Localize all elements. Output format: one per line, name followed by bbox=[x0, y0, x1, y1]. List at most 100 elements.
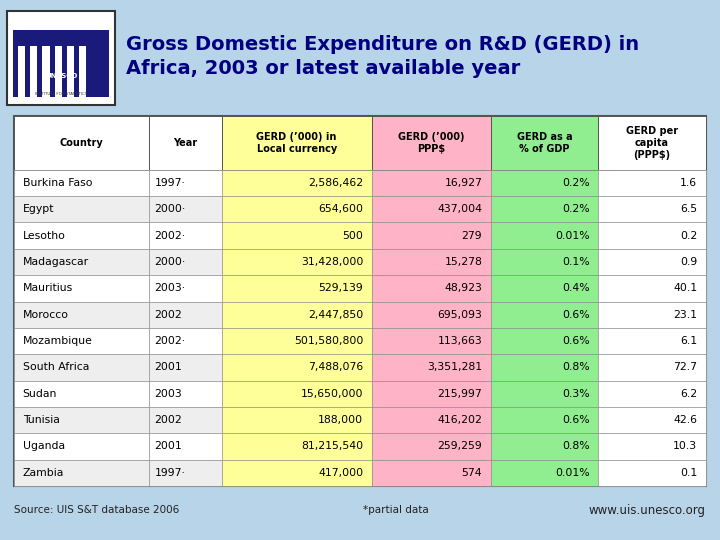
Text: 695,093: 695,093 bbox=[437, 310, 482, 320]
Text: 0.2%: 0.2% bbox=[562, 204, 590, 214]
Bar bbox=[14, 222, 149, 249]
Bar bbox=[222, 196, 372, 222]
Bar bbox=[372, 116, 490, 170]
Bar bbox=[598, 354, 706, 381]
Text: Year: Year bbox=[174, 138, 197, 148]
Text: 72.7: 72.7 bbox=[673, 362, 697, 373]
Text: 215,997: 215,997 bbox=[438, 389, 482, 399]
Text: 0.2: 0.2 bbox=[680, 231, 697, 241]
Text: 437,004: 437,004 bbox=[437, 204, 482, 214]
Bar bbox=[372, 275, 490, 301]
Bar bbox=[149, 301, 222, 328]
Bar bbox=[14, 460, 149, 486]
Bar bbox=[598, 196, 706, 222]
Text: 574: 574 bbox=[462, 468, 482, 478]
Text: 2002: 2002 bbox=[154, 310, 182, 320]
Bar bbox=[222, 275, 372, 301]
Bar bbox=[14, 433, 149, 460]
Text: 23.1: 23.1 bbox=[673, 310, 697, 320]
Bar bbox=[490, 433, 598, 460]
Bar bbox=[490, 301, 598, 328]
Bar bbox=[598, 222, 706, 249]
Text: 0.9: 0.9 bbox=[680, 257, 697, 267]
Bar bbox=[490, 354, 598, 381]
Bar bbox=[149, 170, 222, 196]
Text: Mozambique: Mozambique bbox=[23, 336, 93, 346]
Bar bbox=[14, 196, 149, 222]
Text: 6.1: 6.1 bbox=[680, 336, 697, 346]
Text: 6.5: 6.5 bbox=[680, 204, 697, 214]
Text: Gross Domestic Expenditure on R&D (GERD) in
Africa, 2003 or latest available yea: Gross Domestic Expenditure on R&D (GERD)… bbox=[126, 35, 639, 78]
Text: Source: UIS S&T database 2006: Source: UIS S&T database 2006 bbox=[14, 505, 180, 515]
Bar bbox=[42, 46, 50, 100]
Text: Zambia: Zambia bbox=[23, 468, 64, 478]
Text: Mauritius: Mauritius bbox=[23, 284, 73, 293]
Text: 0.1: 0.1 bbox=[680, 468, 697, 478]
Text: 48,923: 48,923 bbox=[444, 284, 482, 293]
Text: 2000·: 2000· bbox=[154, 257, 186, 267]
Text: 15,650,000: 15,650,000 bbox=[301, 389, 363, 399]
Bar bbox=[55, 46, 62, 100]
Text: 2,586,462: 2,586,462 bbox=[308, 178, 363, 188]
Text: UNESCO: UNESCO bbox=[45, 72, 77, 79]
Bar bbox=[14, 249, 149, 275]
Bar bbox=[222, 328, 372, 354]
Text: GERD per
capita
(PPP$): GERD per capita (PPP$) bbox=[626, 126, 678, 159]
Text: 500: 500 bbox=[342, 231, 363, 241]
Text: 7,488,076: 7,488,076 bbox=[308, 362, 363, 373]
Text: 259,259: 259,259 bbox=[438, 442, 482, 451]
Bar bbox=[149, 433, 222, 460]
Text: 1997·: 1997· bbox=[154, 178, 185, 188]
Bar bbox=[490, 275, 598, 301]
Bar bbox=[14, 407, 149, 433]
Text: 2000·: 2000· bbox=[154, 204, 186, 214]
Text: 1997·: 1997· bbox=[154, 468, 185, 478]
Bar bbox=[490, 460, 598, 486]
Bar bbox=[598, 381, 706, 407]
Bar bbox=[372, 407, 490, 433]
Bar bbox=[149, 275, 222, 301]
Text: 0.6%: 0.6% bbox=[562, 415, 590, 425]
Bar bbox=[598, 249, 706, 275]
Bar bbox=[149, 249, 222, 275]
Text: 0.01%: 0.01% bbox=[555, 468, 590, 478]
Text: GERD (’000) in
Local currency: GERD (’000) in Local currency bbox=[256, 132, 337, 154]
Text: Burkina Faso: Burkina Faso bbox=[23, 178, 92, 188]
Bar bbox=[14, 116, 149, 170]
Text: 42.6: 42.6 bbox=[673, 415, 697, 425]
Bar bbox=[222, 170, 372, 196]
Text: 3,351,281: 3,351,281 bbox=[427, 362, 482, 373]
Bar bbox=[372, 354, 490, 381]
Bar bbox=[598, 301, 706, 328]
Bar bbox=[490, 381, 598, 407]
Text: 16,927: 16,927 bbox=[444, 178, 482, 188]
Bar bbox=[490, 222, 598, 249]
Text: 0.8%: 0.8% bbox=[562, 442, 590, 451]
Text: 0.8%: 0.8% bbox=[562, 362, 590, 373]
Bar bbox=[14, 275, 149, 301]
Text: 6.2: 6.2 bbox=[680, 389, 697, 399]
Bar bbox=[372, 460, 490, 486]
Text: 2,447,850: 2,447,850 bbox=[308, 310, 363, 320]
Text: 654,600: 654,600 bbox=[318, 204, 363, 214]
Bar bbox=[13, 30, 109, 43]
Bar bbox=[149, 354, 222, 381]
Text: 0.1%: 0.1% bbox=[562, 257, 590, 267]
Text: *partial data: *partial data bbox=[363, 505, 429, 515]
Text: 31,428,000: 31,428,000 bbox=[301, 257, 363, 267]
Bar bbox=[149, 328, 222, 354]
Bar bbox=[372, 328, 490, 354]
Text: 501,580,800: 501,580,800 bbox=[294, 336, 363, 346]
Bar bbox=[149, 381, 222, 407]
Bar bbox=[14, 381, 149, 407]
Bar bbox=[14, 301, 149, 328]
Text: 0.6%: 0.6% bbox=[562, 310, 590, 320]
Text: Lesotho: Lesotho bbox=[23, 231, 66, 241]
Bar bbox=[490, 328, 598, 354]
Bar bbox=[372, 433, 490, 460]
Bar bbox=[11, 97, 112, 100]
Text: 2001: 2001 bbox=[154, 362, 182, 373]
Text: Country: Country bbox=[60, 138, 104, 148]
Bar bbox=[372, 170, 490, 196]
Bar bbox=[598, 433, 706, 460]
